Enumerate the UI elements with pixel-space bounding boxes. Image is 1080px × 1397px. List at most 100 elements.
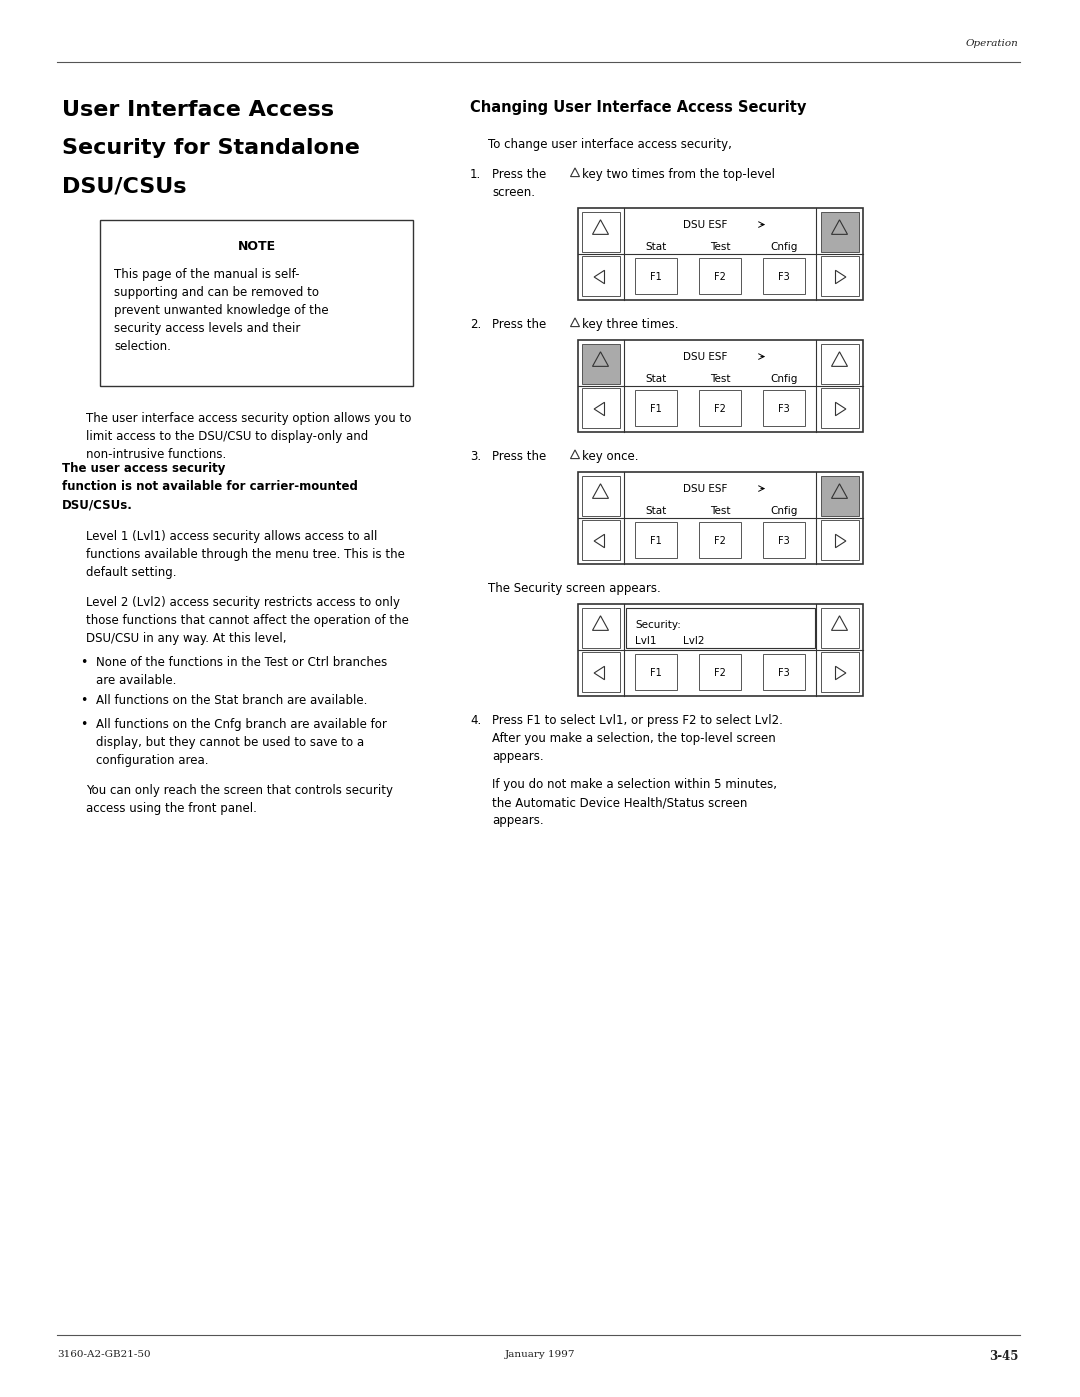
- FancyBboxPatch shape: [581, 476, 620, 515]
- Text: F3: F3: [779, 404, 791, 414]
- Text: 3-45: 3-45: [988, 1350, 1018, 1363]
- Text: The Security screen appears.: The Security screen appears.: [488, 583, 661, 595]
- Text: •: •: [80, 694, 87, 707]
- Text: Test: Test: [710, 242, 730, 251]
- Text: 4.: 4.: [470, 714, 482, 726]
- FancyBboxPatch shape: [581, 256, 620, 296]
- Text: supporting and can be removed to: supporting and can be removed to: [114, 286, 319, 299]
- Text: screen.: screen.: [492, 186, 535, 198]
- FancyBboxPatch shape: [635, 258, 676, 293]
- FancyBboxPatch shape: [821, 476, 859, 515]
- Text: Lvl1: Lvl1: [635, 636, 657, 645]
- Text: Test: Test: [710, 506, 730, 515]
- Text: Press the: Press the: [492, 450, 546, 462]
- FancyBboxPatch shape: [821, 212, 859, 251]
- FancyBboxPatch shape: [699, 522, 741, 557]
- Text: To change user interface access security,: To change user interface access security…: [488, 138, 732, 151]
- Text: The user interface access security option allows you to
limit access to the DSU/: The user interface access security optio…: [86, 412, 411, 461]
- Text: Press the: Press the: [492, 319, 546, 331]
- Text: key two times from the top-level: key two times from the top-level: [582, 168, 775, 182]
- Text: January 1997: January 1997: [504, 1350, 576, 1359]
- FancyBboxPatch shape: [581, 212, 620, 251]
- Text: All functions on the Stat branch are available.: All functions on the Stat branch are ava…: [96, 694, 367, 707]
- Text: DSU/CSUs: DSU/CSUs: [62, 176, 187, 196]
- Text: F3: F3: [779, 272, 791, 282]
- Text: Test: Test: [710, 373, 730, 384]
- FancyBboxPatch shape: [699, 258, 741, 293]
- Text: Lvl2: Lvl2: [684, 636, 705, 645]
- FancyBboxPatch shape: [581, 652, 620, 692]
- Text: key three times.: key three times.: [582, 319, 678, 331]
- Text: •: •: [80, 657, 87, 669]
- Text: selection.: selection.: [114, 339, 171, 353]
- Text: Security for Standalone: Security for Standalone: [62, 138, 360, 158]
- Text: Stat: Stat: [645, 506, 666, 515]
- FancyBboxPatch shape: [578, 604, 863, 696]
- FancyBboxPatch shape: [821, 256, 859, 296]
- Text: Stat: Stat: [645, 242, 666, 251]
- FancyBboxPatch shape: [581, 388, 620, 427]
- Text: 3160-A2-GB21-50: 3160-A2-GB21-50: [57, 1350, 150, 1359]
- Text: The user access security
function is not available for carrier-mounted
DSU/CSUs.: The user access security function is not…: [62, 462, 357, 511]
- Text: You can only reach the screen that controls security
access using the front pane: You can only reach the screen that contr…: [86, 784, 393, 814]
- Text: If you do not make a selection within 5 minutes,: If you do not make a selection within 5 …: [492, 778, 777, 791]
- FancyBboxPatch shape: [821, 652, 859, 692]
- FancyBboxPatch shape: [578, 472, 863, 564]
- Text: Operation: Operation: [966, 39, 1018, 47]
- FancyBboxPatch shape: [699, 654, 741, 690]
- FancyBboxPatch shape: [764, 390, 806, 426]
- Text: •: •: [80, 718, 87, 731]
- Text: User Interface Access: User Interface Access: [62, 101, 334, 120]
- Text: After you make a selection, the top-level screen: After you make a selection, the top-leve…: [492, 732, 775, 745]
- FancyBboxPatch shape: [699, 390, 741, 426]
- FancyBboxPatch shape: [764, 522, 806, 557]
- Text: None of the functions in the Test or Ctrl branches
are available.: None of the functions in the Test or Ctr…: [96, 657, 388, 687]
- FancyBboxPatch shape: [578, 339, 863, 432]
- FancyBboxPatch shape: [764, 258, 806, 293]
- FancyBboxPatch shape: [821, 520, 859, 560]
- FancyBboxPatch shape: [821, 608, 859, 648]
- Text: Changing User Interface Access Security: Changing User Interface Access Security: [470, 101, 807, 115]
- Text: F2: F2: [714, 272, 726, 282]
- Text: 1.: 1.: [470, 168, 482, 182]
- Text: 3.: 3.: [470, 450, 481, 462]
- Text: Cnfig: Cnfig: [771, 506, 798, 515]
- Text: Level 1 (Lvl1) access security allows access to all
functions available through : Level 1 (Lvl1) access security allows ac…: [86, 529, 405, 578]
- Text: Cnfig: Cnfig: [771, 373, 798, 384]
- FancyBboxPatch shape: [821, 388, 859, 427]
- Text: Security:: Security:: [635, 620, 681, 630]
- Text: prevent unwanted knowledge of the: prevent unwanted knowledge of the: [114, 305, 328, 317]
- Text: F2: F2: [714, 404, 726, 414]
- Text: the Automatic Device Health/Status screen: the Automatic Device Health/Status scree…: [492, 796, 747, 809]
- Text: This page of the manual is self-: This page of the manual is self-: [114, 268, 299, 281]
- FancyBboxPatch shape: [764, 654, 806, 690]
- Text: Stat: Stat: [645, 373, 666, 384]
- Text: F1: F1: [650, 272, 662, 282]
- Text: appears.: appears.: [492, 750, 543, 763]
- Text: security access levels and their: security access levels and their: [114, 321, 300, 335]
- Text: F2: F2: [714, 668, 726, 678]
- FancyBboxPatch shape: [581, 344, 620, 384]
- Text: NOTE: NOTE: [238, 240, 275, 253]
- FancyBboxPatch shape: [821, 344, 859, 384]
- FancyBboxPatch shape: [635, 390, 676, 426]
- Text: F2: F2: [714, 536, 726, 546]
- Text: F1: F1: [650, 404, 662, 414]
- Text: Press the: Press the: [492, 168, 546, 182]
- Text: Cnfig: Cnfig: [771, 242, 798, 251]
- FancyBboxPatch shape: [581, 608, 620, 648]
- Text: F1: F1: [650, 668, 662, 678]
- FancyBboxPatch shape: [581, 520, 620, 560]
- Text: 2.: 2.: [470, 319, 482, 331]
- Text: key once.: key once.: [582, 450, 638, 462]
- FancyBboxPatch shape: [625, 608, 814, 648]
- Text: DSU ESF: DSU ESF: [683, 352, 727, 362]
- FancyBboxPatch shape: [635, 522, 676, 557]
- Text: F3: F3: [779, 536, 791, 546]
- Text: appears.: appears.: [492, 814, 543, 827]
- FancyBboxPatch shape: [100, 219, 413, 386]
- Text: DSU ESF: DSU ESF: [683, 219, 727, 229]
- Text: All functions on the Cnfg branch are available for
display, but they cannot be u: All functions on the Cnfg branch are ava…: [96, 718, 387, 767]
- Text: F3: F3: [779, 668, 791, 678]
- FancyBboxPatch shape: [635, 654, 676, 690]
